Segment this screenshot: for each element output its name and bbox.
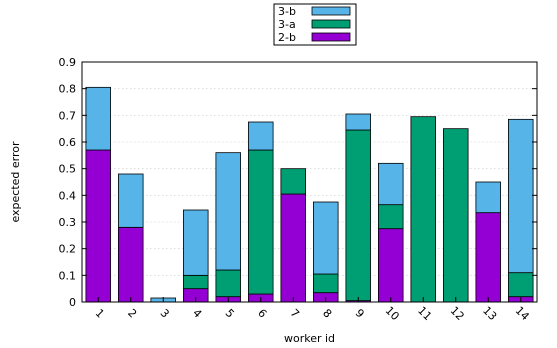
x-tick-label: 2 xyxy=(125,306,139,320)
bar-2-b-worker-13 xyxy=(475,212,501,303)
y-tick-label: 0.5 xyxy=(59,163,77,176)
x-tick-label: 5 xyxy=(223,306,237,320)
y-tick-label: 0.9 xyxy=(59,56,77,69)
legend-swatch xyxy=(311,19,351,29)
y-tick-label: 0.8 xyxy=(59,83,77,96)
grid xyxy=(82,88,537,276)
y-tick-label: 0 xyxy=(69,296,76,309)
bar-3-b-worker-14 xyxy=(507,118,534,274)
x-tick-label: 10 xyxy=(383,304,402,323)
bar-3-b-worker-1 xyxy=(85,86,112,151)
bar-2-b-worker-7 xyxy=(280,193,306,303)
bar-3-a-worker-12 xyxy=(442,128,469,303)
x-tick-label: 4 xyxy=(190,306,204,320)
bar-3-a-worker-10 xyxy=(377,204,404,230)
legend-swatch xyxy=(311,32,351,42)
bar-3-a-worker-6 xyxy=(247,149,274,295)
bar-3-b-worker-8 xyxy=(312,201,339,275)
legend-swatch xyxy=(311,6,351,16)
legend-label: 3-b xyxy=(278,5,296,18)
bar-3-a-worker-14 xyxy=(507,272,534,298)
legend-label: 3-a xyxy=(278,18,296,31)
y-axis-ticks: 0 0.1 0.2 0.3 0.4 0.5 0.6 0.7 0.8 0.9 xyxy=(59,56,537,309)
bars xyxy=(85,86,534,303)
x-tick-label: 13 xyxy=(480,304,499,323)
bar-2-b-worker-2 xyxy=(118,226,144,303)
y-tick-label: 0.2 xyxy=(59,243,77,256)
bar-3-b-worker-5 xyxy=(215,152,241,271)
y-tick-label: 0.6 xyxy=(59,136,77,149)
bar-3-a-worker-8 xyxy=(312,273,339,294)
plot-frame xyxy=(81,61,538,303)
y-tick-label: 0.7 xyxy=(59,109,77,122)
legend-label: 2-b xyxy=(278,31,296,44)
legend: 3-b3-a2-b xyxy=(273,3,357,46)
y-tick-label: 0.1 xyxy=(59,269,77,282)
y-axis-label: expected error xyxy=(9,141,22,223)
bar-3-a-worker-5 xyxy=(215,269,241,298)
x-tick-label: 14 xyxy=(513,304,532,323)
bar-3-b-worker-9 xyxy=(345,113,371,131)
x-tick-label: 1 xyxy=(93,306,107,320)
bar-2-b-worker-10 xyxy=(377,228,404,303)
bar-3-b-worker-10 xyxy=(377,162,404,206)
y-tick-label: 0.4 xyxy=(59,189,77,202)
x-tick-label: 6 xyxy=(255,306,269,320)
x-tick-label: 12 xyxy=(448,304,467,323)
x-tick-label: 7 xyxy=(288,306,302,320)
y-tick-label: 0.3 xyxy=(59,216,77,229)
x-tick-label: 11 xyxy=(415,304,434,323)
x-tick-label: 9 xyxy=(353,306,367,320)
x-tick-label: 8 xyxy=(320,306,334,320)
bar-3-a-worker-4 xyxy=(182,274,209,290)
bar-3-a-worker-9 xyxy=(345,129,371,302)
bar-2-b-worker-1 xyxy=(85,149,112,303)
x-axis-label: worker id xyxy=(284,332,335,345)
x-tick-label: 3 xyxy=(158,306,172,320)
bar-3-b-worker-2 xyxy=(118,173,144,228)
bar-3-a-worker-11 xyxy=(410,116,436,303)
bar-3-b-worker-4 xyxy=(182,209,209,276)
bar-3-a-worker-7 xyxy=(280,168,306,195)
bar-3-b-worker-6 xyxy=(247,121,274,151)
bar-3-b-worker-13 xyxy=(475,181,501,214)
